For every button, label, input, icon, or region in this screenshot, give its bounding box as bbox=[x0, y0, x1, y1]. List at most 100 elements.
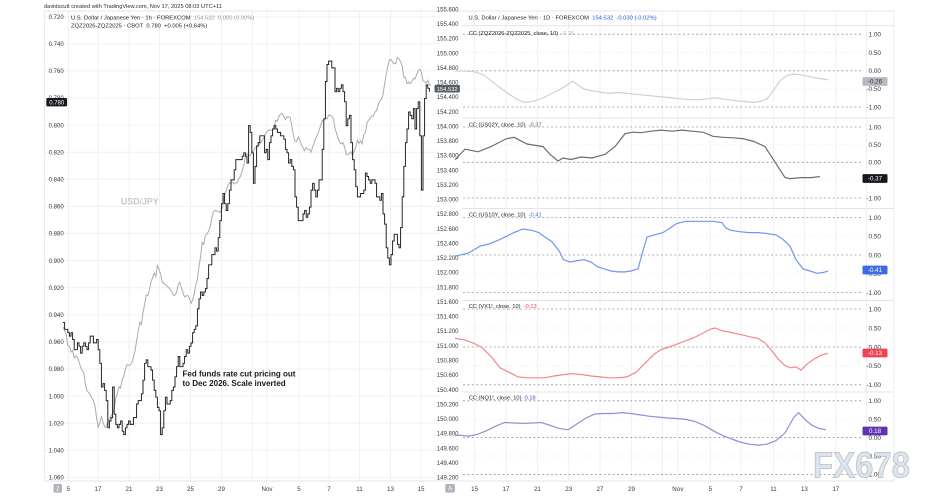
svg-text:23: 23 bbox=[156, 486, 163, 493]
svg-text:149.800: 149.800 bbox=[437, 432, 459, 438]
svg-text:154.600: 154.600 bbox=[437, 81, 459, 87]
svg-text:1.00: 1.00 bbox=[869, 32, 882, 39]
svg-text:152.000: 152.000 bbox=[437, 271, 459, 277]
svg-text:-1.00: -1.00 bbox=[866, 382, 881, 389]
svg-text:U.S. Dollar / Japanese Yen · 1: U.S. Dollar / Japanese Yen · 1h · FOREXC… bbox=[71, 16, 254, 22]
svg-text:CC (US02Y, close, 10) -0.37: CC (US02Y, close, 10) -0.37 bbox=[469, 123, 542, 129]
svg-text:0.780: 0.780 bbox=[49, 100, 65, 106]
svg-text:153.800: 153.800 bbox=[437, 139, 459, 145]
svg-text:0.00: 0.00 bbox=[869, 344, 882, 351]
svg-text:150.000: 150.000 bbox=[437, 417, 459, 423]
svg-text:29: 29 bbox=[628, 486, 635, 493]
svg-text:0.960: 0.960 bbox=[49, 340, 65, 346]
svg-text:-0.50: -0.50 bbox=[866, 363, 881, 370]
svg-text:1.00: 1.00 bbox=[869, 306, 882, 313]
svg-text:-0.41: -0.41 bbox=[868, 267, 883, 274]
svg-text:149.600: 149.600 bbox=[437, 446, 459, 452]
svg-text:0.18: 0.18 bbox=[869, 428, 882, 435]
svg-text:0.50: 0.50 bbox=[869, 142, 882, 149]
svg-text:151.000: 151.000 bbox=[437, 344, 459, 350]
svg-text:-1.00: -1.00 bbox=[866, 472, 881, 479]
svg-text:-1.00: -1.00 bbox=[866, 104, 881, 111]
svg-text:0.800: 0.800 bbox=[49, 123, 65, 129]
svg-text:152.800: 152.800 bbox=[437, 212, 459, 218]
svg-text:1.060: 1.060 bbox=[49, 476, 65, 482]
svg-text:149.400: 149.400 bbox=[437, 461, 459, 467]
svg-text:davidscutt created with Tradin: davidscutt created with TradingView.com,… bbox=[44, 4, 222, 10]
svg-text:1.00: 1.00 bbox=[869, 398, 882, 405]
svg-text:150.400: 150.400 bbox=[437, 388, 459, 394]
svg-text:13: 13 bbox=[387, 486, 394, 493]
svg-text:5: 5 bbox=[709, 486, 713, 493]
svg-text:0.720: 0.720 bbox=[49, 15, 65, 21]
svg-text:0.00: 0.00 bbox=[869, 252, 882, 259]
svg-text:153.400: 153.400 bbox=[437, 168, 459, 174]
svg-text:0.840: 0.840 bbox=[49, 178, 65, 184]
svg-text:155.600: 155.600 bbox=[437, 8, 459, 14]
svg-text:0.50: 0.50 bbox=[869, 234, 882, 241]
svg-text:1.00: 1.00 bbox=[869, 215, 882, 222]
svg-text:150.600: 150.600 bbox=[437, 373, 459, 379]
svg-text:11: 11 bbox=[770, 486, 777, 493]
svg-text:U.S. Dollar / Japanese Yen · 1: U.S. Dollar / Japanese Yen · 1D · FOREXC… bbox=[469, 16, 657, 22]
svg-text:23: 23 bbox=[565, 486, 572, 493]
svg-text:153.600: 153.600 bbox=[437, 154, 459, 160]
svg-text:2: 2 bbox=[56, 487, 60, 493]
svg-text:21: 21 bbox=[534, 486, 541, 493]
svg-text:153.200: 153.200 bbox=[437, 183, 459, 189]
svg-text:13: 13 bbox=[801, 486, 808, 493]
svg-text:-0.13: -0.13 bbox=[868, 350, 883, 357]
svg-text:CC (VX1!, close, 10) -0.13: CC (VX1!, close, 10) -0.13 bbox=[469, 304, 537, 310]
svg-text:25: 25 bbox=[187, 486, 194, 493]
svg-text:0.900: 0.900 bbox=[49, 259, 65, 265]
svg-text:150.800: 150.800 bbox=[437, 359, 459, 365]
svg-text:0.00: 0.00 bbox=[869, 68, 882, 75]
svg-text:-0.50: -0.50 bbox=[866, 453, 881, 460]
svg-text:0.740: 0.740 bbox=[49, 42, 65, 48]
svg-text:151.200: 151.200 bbox=[437, 329, 459, 335]
svg-text:1.040: 1.040 bbox=[49, 449, 65, 455]
svg-text:7: 7 bbox=[739, 486, 743, 493]
svg-text:0.940: 0.940 bbox=[49, 313, 65, 319]
svg-text:17: 17 bbox=[503, 486, 510, 493]
svg-text:29: 29 bbox=[218, 486, 225, 493]
svg-text:0.820: 0.820 bbox=[49, 150, 65, 156]
svg-text:152.600: 152.600 bbox=[437, 227, 459, 233]
svg-text:0.50: 0.50 bbox=[869, 417, 882, 424]
svg-text:0.920: 0.920 bbox=[49, 286, 65, 292]
svg-text:0.00: 0.00 bbox=[869, 160, 882, 167]
svg-text:15: 15 bbox=[418, 486, 425, 493]
svg-text:1.000: 1.000 bbox=[49, 394, 65, 400]
svg-text:149.200: 149.200 bbox=[437, 476, 459, 482]
svg-text:152.200: 152.200 bbox=[437, 256, 459, 262]
svg-text:-1.00: -1.00 bbox=[866, 195, 881, 202]
svg-text:1.00: 1.00 bbox=[869, 124, 882, 131]
svg-text:0.980: 0.980 bbox=[49, 367, 65, 373]
svg-text:151.400: 151.400 bbox=[437, 315, 459, 321]
svg-text:17: 17 bbox=[95, 486, 102, 493]
svg-text:5: 5 bbox=[67, 486, 71, 493]
svg-text:15: 15 bbox=[471, 486, 478, 493]
svg-text:-0.50: -0.50 bbox=[866, 271, 881, 278]
svg-text:-0.50: -0.50 bbox=[866, 86, 881, 93]
svg-text:27: 27 bbox=[597, 486, 604, 493]
svg-text:21: 21 bbox=[126, 486, 133, 493]
svg-text:5: 5 bbox=[297, 486, 301, 493]
svg-text:Fed funds rate cut pricing out: Fed funds rate cut pricing out bbox=[183, 369, 296, 378]
svg-text:152.400: 152.400 bbox=[437, 242, 459, 248]
svg-text:Nov: Nov bbox=[672, 486, 684, 493]
svg-text:A: A bbox=[448, 487, 452, 493]
svg-text:0.860: 0.860 bbox=[49, 205, 65, 211]
svg-text:Nov: Nov bbox=[261, 486, 273, 493]
svg-text:USD/JPY: USD/JPY bbox=[121, 196, 159, 206]
svg-text:155.000: 155.000 bbox=[437, 51, 459, 57]
svg-text:11: 11 bbox=[356, 486, 363, 493]
svg-text:7: 7 bbox=[327, 486, 331, 493]
svg-text:ZQZ2026-ZQZ2025 · CBOT 0.780: ZQZ2026-ZQZ2025 · CBOT 0.780 +0.005 (+0.… bbox=[71, 23, 207, 29]
svg-text:0.760: 0.760 bbox=[49, 69, 65, 75]
svg-text:154.800: 154.800 bbox=[437, 66, 459, 72]
svg-text:154.200: 154.200 bbox=[437, 110, 459, 116]
svg-text:154.400: 154.400 bbox=[437, 95, 459, 101]
svg-text:155.200: 155.200 bbox=[437, 37, 459, 43]
svg-text:-0.26: -0.26 bbox=[868, 79, 883, 86]
